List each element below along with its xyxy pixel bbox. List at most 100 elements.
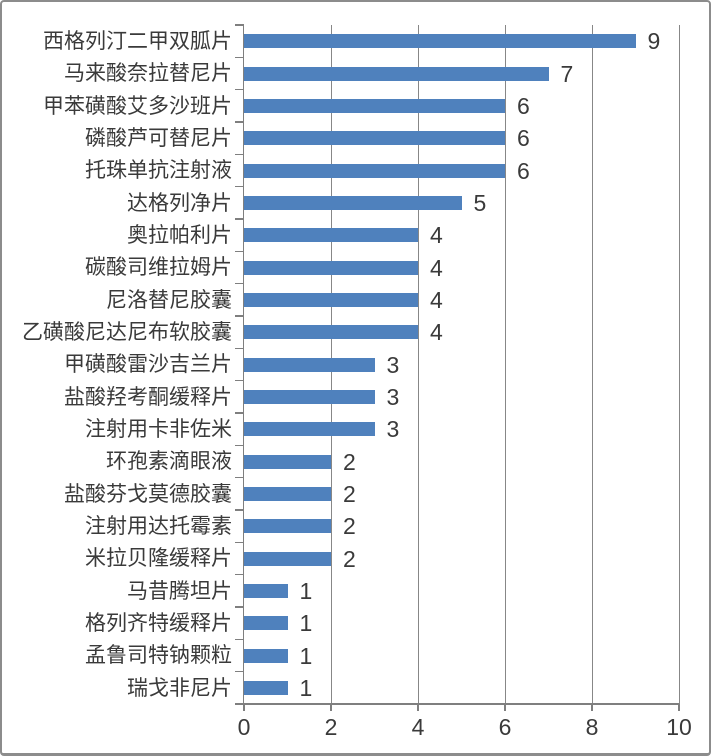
bar [244,486,331,501]
y-axis-tick [235,121,244,123]
category-label: 盐酸羟考酮缓释片 [64,384,232,409]
y-axis-tick [235,347,244,350]
category-label: 格列齐特缓释片 [85,611,232,635]
bar [244,292,418,307]
value-label: 9 [647,28,661,55]
y-axis-tick [235,88,244,91]
value-label: 2 [343,480,356,507]
y-axis-tick [235,606,244,608]
bar [244,163,505,178]
x-axis-tick-label: 8 [585,714,599,740]
value-label: 7 [560,60,574,87]
bar [244,66,549,81]
category-label: 甲磺酸雷沙吉兰片 [64,352,232,377]
x-axis-tick [243,704,245,711]
y-axis-tick [235,509,244,511]
x-axis-line [242,703,679,705]
x-axis-tick-label: 2 [324,714,338,740]
category-label: 盐酸芬戈莫德胶囊 [64,481,232,506]
y-axis-tick [235,541,244,544]
x-axis-tick [591,704,593,711]
category-label: 孟鲁司特钠颗粒 [85,643,232,668]
category-label: 马来酸奈拉替尼片 [64,61,232,86]
y-axis-tick [235,153,244,156]
value-label: 2 [343,513,356,540]
category-label: 乙磺酸尼达尼布软胶囊 [22,320,232,344]
bar [244,389,375,404]
category-label: 西格列汀二甲双胍片 [43,29,232,53]
value-label: 3 [386,416,400,443]
bar [244,34,636,49]
bar [244,131,505,146]
x-axis-tick [504,704,506,711]
category-label: 尼洛替尼胶囊 [106,287,232,312]
value-label: 1 [299,674,313,701]
value-label: 5 [473,189,487,216]
y-axis-tick [235,282,244,285]
value-label: 3 [386,351,400,378]
category-label: 注射用达托霉素 [85,514,232,538]
value-label: 2 [343,448,356,475]
y-axis-tick [235,444,244,447]
y-axis-tick [235,379,244,382]
x-axis-tick-label: 0 [237,714,251,740]
category-label: 马昔腾坦片 [127,578,232,603]
category-label: 环孢素滴眼液 [106,449,232,474]
value-label: 6 [517,125,530,152]
y-axis-tick [235,315,244,317]
category-label: 磷酸芦可替尼片 [85,126,232,150]
category-label: 甲苯磺酸艾多沙班片 [43,93,232,118]
value-label: 6 [517,92,530,119]
bar [244,583,288,598]
x-axis-tick-label: 4 [411,714,425,740]
bar [244,98,505,113]
y-axis-tick [235,185,244,188]
y-axis-tick [235,412,244,414]
gridline [417,25,419,704]
value-label: 1 [299,610,313,637]
x-axis-tick [678,704,680,711]
bar [244,260,418,275]
bar [244,519,331,534]
y-axis-tick [235,573,244,576]
value-label: 1 [299,577,313,604]
y-axis-line [242,25,244,704]
bar [244,680,288,695]
y-axis-tick [235,670,244,673]
bar [244,454,331,469]
value-label: 4 [430,254,443,281]
bar [244,357,375,372]
category-label: 奥拉帕利片 [127,223,232,247]
value-label: 4 [430,286,443,313]
value-label: 6 [517,157,530,184]
bar [244,422,375,437]
gridline [678,25,680,704]
value-label: 1 [299,642,313,669]
y-axis-tick [235,56,244,59]
category-label: 注射用卡非佐米 [85,417,232,441]
value-label: 2 [343,545,356,572]
y-axis-tick [235,250,244,253]
x-axis-tick [330,704,332,711]
category-label: 达格列净片 [127,190,232,215]
x-axis-tick [417,704,419,711]
category-label: 托珠单抗注射液 [85,158,232,183]
category-label: 瑞戈非尼片 [127,675,232,700]
value-label: 4 [430,319,443,346]
bar [244,648,288,663]
value-label: 3 [386,383,400,410]
category-label: 碳酸司维拉姆片 [85,255,232,280]
y-axis-tick [235,218,244,220]
gridline [504,25,506,704]
y-axis-tick [235,476,244,479]
y-axis-tick [235,703,244,705]
x-axis-tick-label: 10 [666,714,692,740]
y-axis-tick [235,24,244,26]
y-axis-tick [235,638,244,641]
bar [244,195,462,210]
bar [244,616,288,631]
gridline [591,25,593,704]
bar [244,551,331,566]
